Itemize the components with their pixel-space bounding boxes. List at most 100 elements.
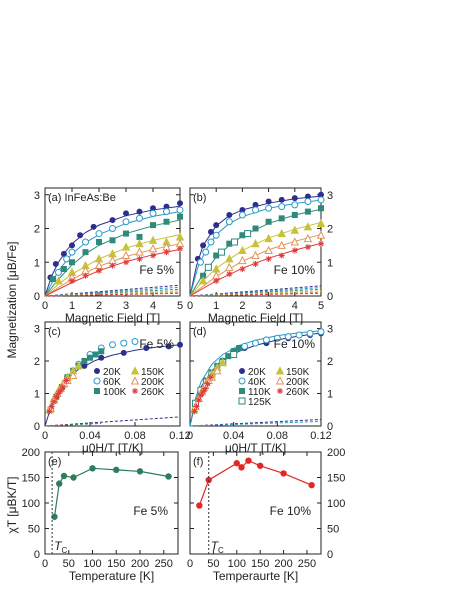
data-point (241, 342, 249, 350)
data-point (150, 205, 156, 212)
data-point (318, 240, 324, 247)
legend-label: 200K (286, 377, 310, 388)
data-point (213, 252, 220, 259)
panel-label: (b) (193, 192, 206, 204)
data-point (204, 380, 211, 387)
data-point (109, 217, 116, 224)
data-point (316, 218, 326, 227)
data-point (265, 255, 272, 262)
data-point (213, 222, 220, 229)
legend-marker (94, 388, 100, 394)
y-tick-label: 1 (327, 257, 333, 269)
x-tick-label: 5 (177, 300, 183, 312)
data-point (284, 333, 292, 341)
data-point (264, 233, 273, 243)
panel-label: (f) (193, 456, 203, 468)
data-point (54, 276, 63, 285)
data-point (280, 470, 287, 477)
data-point (225, 262, 234, 271)
x-tick-label: 0 (42, 558, 48, 570)
x-tick-label: 0.04 (79, 430, 100, 442)
dashed-background-line (189, 292, 322, 297)
legend-label: 260K (141, 387, 165, 398)
data-point (212, 231, 220, 239)
data-point (177, 213, 183, 220)
data-point (56, 480, 63, 487)
data-point (82, 238, 89, 246)
data-point (225, 353, 232, 360)
data-point (82, 272, 89, 279)
data-point (177, 341, 183, 348)
fit-curve (44, 211, 181, 297)
data-point (231, 238, 239, 246)
x-tick-label: 3 (123, 300, 129, 312)
y-tick-label: 0 (34, 549, 40, 561)
x-tick-label: 4 (292, 300, 298, 312)
data-point (123, 210, 129, 217)
data-point (135, 238, 144, 248)
data-point (50, 276, 57, 283)
x-tick-label: 0.12 (310, 430, 331, 442)
plot-frame (44, 321, 181, 427)
x-tick-label: 1 (213, 300, 219, 312)
y-tick-label: 150 (327, 473, 345, 485)
data-point (245, 457, 252, 464)
data-point (202, 248, 210, 256)
data-point (163, 208, 170, 216)
data-point (193, 403, 200, 410)
dashed-background-line (189, 420, 322, 427)
x-axis-label: Temperature [K] (69, 569, 154, 583)
data-point (318, 205, 324, 212)
legend-label: 260K (286, 387, 310, 398)
legend-marker (277, 388, 283, 394)
data-point (238, 464, 245, 471)
legend-marker (130, 376, 140, 385)
panel-annotation: Fe 5% (139, 263, 174, 277)
data-point (136, 233, 143, 240)
x-axis-label: Temperaurte [K] (213, 569, 298, 583)
data-point (120, 349, 127, 356)
data-point (177, 200, 183, 207)
data-point (51, 398, 57, 405)
y-tick-label: 0 (327, 291, 333, 303)
panel-label: (d) (193, 326, 206, 338)
data-point (175, 232, 185, 241)
data-point (46, 408, 53, 415)
data-point (236, 345, 243, 351)
y-tick-label: 3 (34, 324, 40, 336)
legend-marker (93, 377, 101, 385)
legend-marker (275, 376, 285, 385)
data-point (113, 466, 120, 474)
legend-label: 125K (248, 397, 272, 408)
data-point (278, 203, 286, 211)
data-point (213, 366, 222, 375)
y-tick-label: 1 (327, 389, 333, 401)
x-tick-label: 0.12 (169, 430, 190, 442)
data-point (306, 329, 314, 337)
data-point (278, 196, 285, 203)
data-point (317, 196, 325, 204)
data-point (53, 393, 60, 400)
data-point (87, 354, 93, 361)
data-point (109, 225, 116, 232)
data-point (252, 201, 259, 208)
x-tick-label: 100 (83, 558, 101, 570)
data-point (230, 351, 238, 358)
data-point (207, 228, 214, 235)
data-point (291, 247, 298, 254)
data-point (239, 232, 246, 239)
x-tick-label: 4 (150, 300, 156, 312)
data-point (265, 218, 272, 225)
data-point (217, 248, 225, 256)
x-tick-label: 250 (155, 558, 173, 570)
y-tick-label: 100 (327, 498, 345, 510)
data-point (69, 259, 75, 266)
data-point (195, 397, 202, 403)
legend-label: 150K (141, 367, 165, 378)
data-point (291, 195, 298, 202)
data-point (95, 230, 103, 238)
panel-label: (e) (48, 456, 61, 468)
